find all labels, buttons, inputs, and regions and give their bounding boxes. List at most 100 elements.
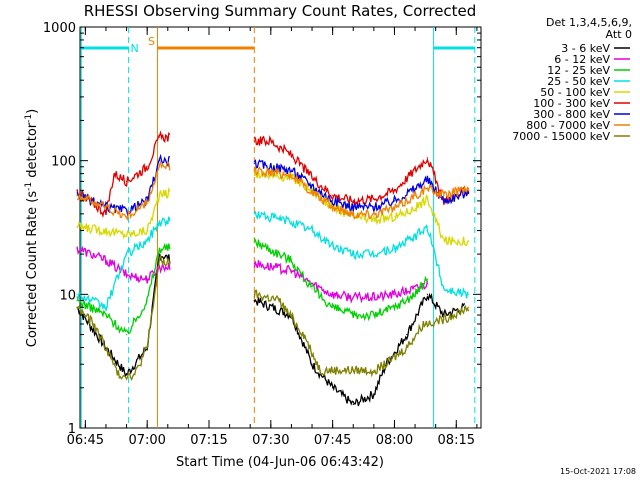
data-point	[146, 299, 148, 302]
data-point	[352, 206, 354, 208]
data-point	[332, 293, 334, 295]
data-point	[352, 200, 354, 202]
data-point	[76, 226, 78, 228]
legend-label: 3 - 6 keV	[561, 42, 610, 55]
data-point	[158, 247, 161, 250]
data-point	[146, 202, 148, 204]
y-tick-label: 10	[59, 288, 76, 303]
data-point	[253, 240, 255, 242]
data-point	[468, 306, 470, 308]
data-point	[146, 166, 148, 168]
data-point	[426, 283, 429, 285]
data-point	[311, 363, 313, 365]
data-point	[352, 369, 354, 371]
series-line	[253, 159, 470, 214]
data-point	[443, 194, 445, 196]
legend-label: 800 - 7000 keV	[526, 119, 610, 132]
y-axis-label-mid: detector	[25, 122, 40, 182]
data-point	[290, 169, 293, 171]
data-point	[125, 253, 128, 255]
orbit-markers: NS	[80, 27, 476, 428]
data-point	[373, 213, 375, 215]
series-line	[253, 135, 470, 208]
x-axis-ticks: 06:45 07:00 07:15 07:30 07:45 08:00 08:15	[67, 27, 478, 448]
data-point	[426, 293, 429, 295]
data-point	[105, 229, 107, 232]
data-point	[158, 136, 161, 138]
data-point	[443, 200, 445, 202]
y-axis-label-sup2: -1	[24, 114, 34, 123]
data-point	[76, 194, 78, 196]
data-point	[332, 194, 334, 196]
series-line	[77, 160, 171, 221]
data-point	[158, 194, 161, 196]
data-point	[117, 374, 119, 376]
series-line	[76, 253, 171, 378]
series-line	[76, 186, 171, 240]
data-point	[414, 194, 416, 196]
data-point	[373, 369, 375, 371]
x-tick-label: 06:45	[67, 433, 104, 448]
data-point	[76, 299, 78, 302]
data-point	[76, 306, 78, 308]
data-point	[113, 173, 115, 175]
data-point	[443, 240, 445, 242]
x-tick-label: 08:15	[438, 433, 475, 448]
data-point	[105, 306, 107, 308]
data-point	[253, 163, 255, 165]
data-point	[303, 333, 305, 336]
data-point	[414, 236, 416, 238]
data-point	[373, 219, 375, 221]
data-point	[468, 240, 470, 242]
data-point	[426, 179, 429, 181]
data-point	[393, 306, 396, 308]
data-point	[158, 160, 161, 162]
data-point	[443, 318, 445, 320]
data-point	[311, 288, 313, 290]
data-point	[311, 185, 313, 187]
legend-label: 50 - 100 keV	[540, 86, 610, 99]
data-point	[443, 288, 445, 290]
data-point	[393, 200, 396, 202]
series-line	[253, 292, 466, 407]
data-point	[393, 207, 396, 209]
x-tick-label: 07:45	[314, 433, 351, 448]
series-3	[76, 237, 429, 336]
night-marker-label: N	[131, 42, 139, 55]
data-point	[290, 174, 293, 176]
data-point	[373, 253, 375, 255]
data-point	[125, 233, 128, 236]
legend-label: 7000 - 15000 keV	[512, 130, 610, 143]
data-point	[125, 180, 128, 182]
plot-border	[79, 26, 482, 429]
legend-header-detectors: Det 1,3,4,5,6,9,	[546, 16, 632, 29]
legend-header-attenuator: Att 0	[606, 28, 632, 41]
data-point	[125, 216, 128, 218]
data-point	[319, 369, 321, 371]
data-point	[253, 299, 255, 302]
y-axis-ticks: 1 10 100 1000	[43, 21, 481, 437]
chart-title: RHESSI Observing Summary Count Rates, Co…	[84, 2, 477, 20]
data-point	[426, 278, 429, 280]
data-point	[93, 323, 95, 325]
series-line	[253, 166, 470, 220]
data-point	[158, 221, 161, 223]
data-point	[105, 346, 107, 349]
data-point	[414, 187, 416, 190]
data-point	[332, 306, 334, 308]
data-point	[253, 169, 255, 171]
y-tick-label: 1000	[43, 21, 76, 36]
data-point	[105, 259, 107, 261]
data-point	[393, 247, 396, 250]
series-8	[76, 160, 470, 221]
data-point	[352, 253, 354, 255]
data-point	[373, 296, 375, 298]
series-7	[76, 153, 470, 217]
legend-label: 100 - 300 keV	[533, 97, 610, 110]
data-point	[253, 140, 255, 142]
series-line	[76, 242, 171, 335]
data-point	[426, 226, 429, 228]
data-series-layer	[76, 130, 470, 407]
data-point	[253, 213, 255, 215]
